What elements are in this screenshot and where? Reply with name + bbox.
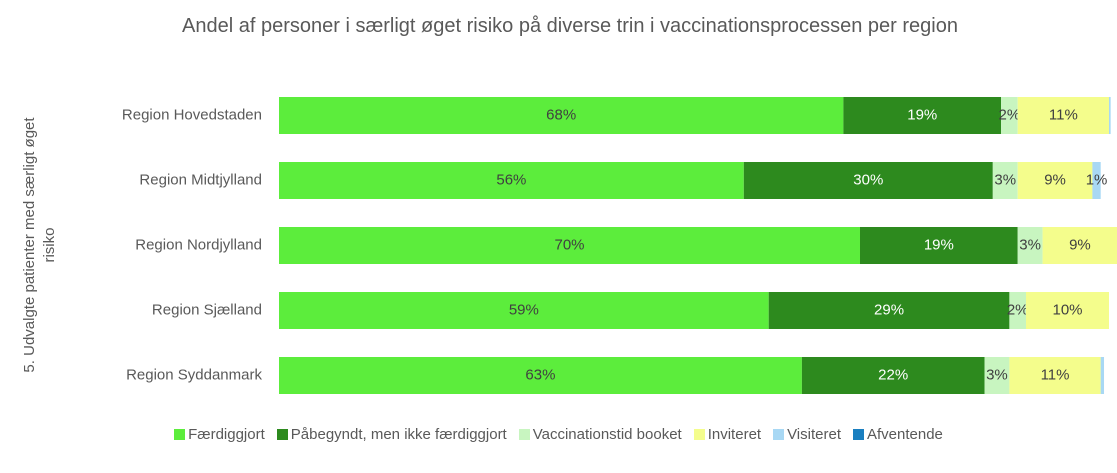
data-label: 11% <box>1041 366 1070 383</box>
data-label: 30% <box>853 171 883 188</box>
legend-item: Påbegyndt, men ikke færdiggjort <box>276 426 507 443</box>
bar-segment <box>279 227 860 264</box>
data-label: 56% <box>496 171 526 188</box>
legend-swatch <box>693 429 705 440</box>
data-label: 9% <box>1069 236 1091 253</box>
data-label: 3% <box>994 171 1016 188</box>
bar-segment <box>1092 162 1101 199</box>
legend-item: Færdiggjort <box>174 426 265 443</box>
legend-item: Vaccinationstid booket <box>518 426 682 443</box>
legend-label: Påbegyndt, men ikke færdiggjort <box>290 426 507 443</box>
bar-segment <box>743 162 993 199</box>
bar-segment <box>843 97 1002 134</box>
bar-segment <box>279 357 802 394</box>
data-label: 59% <box>509 301 539 318</box>
y-tick-label: Region Midtjylland <box>139 171 262 188</box>
legend-item: Afventende <box>853 426 943 443</box>
legend-item: Inviteret <box>693 426 762 443</box>
legend: Færdiggjort Påbegyndt, men ikke færdiggjo… <box>0 426 1117 443</box>
data-label: 70% <box>554 236 584 253</box>
data-label: 3% <box>1019 236 1041 253</box>
bar-segment <box>279 162 744 199</box>
bar-segment <box>1009 292 1026 329</box>
legend-label: Afventende <box>867 426 943 443</box>
legend-label: Vaccinationstid booket <box>532 426 682 443</box>
data-label: 10% <box>1052 301 1082 318</box>
bar-segment <box>1017 162 1093 199</box>
y-tick-label: Region Syddanmark <box>126 366 262 383</box>
data-label: 22% <box>878 366 908 383</box>
legend-label: Inviteret <box>707 426 762 443</box>
data-label: 11% <box>1049 106 1078 123</box>
legend-label: Visiteret <box>787 426 841 443</box>
bar-segment <box>1100 357 1105 394</box>
data-label: 1% <box>1086 171 1108 188</box>
legend-item: Visiteret <box>773 426 841 443</box>
legend-swatch <box>773 429 785 440</box>
bar-segment <box>1026 292 1109 329</box>
data-label: 19% <box>924 236 954 253</box>
legend-swatch <box>518 429 530 440</box>
chart-title: Andel af personer i særligt øget risiko … <box>182 15 958 37</box>
bar-segment <box>1109 97 1111 134</box>
bar-segment <box>279 97 844 134</box>
data-label: 2% <box>1007 301 1029 318</box>
legend-swatch <box>174 429 186 440</box>
legend-swatch <box>276 429 288 440</box>
bar-segment <box>860 227 1018 264</box>
y-tick-label: Region Sjælland <box>152 301 262 318</box>
bar-segment <box>1009 357 1101 394</box>
data-label: 3% <box>986 366 1008 383</box>
bar-segment <box>279 292 769 329</box>
data-label: 63% <box>525 366 555 383</box>
y-tick-label: Region Nordjylland <box>135 236 262 253</box>
legend-label: Færdiggjort <box>188 426 265 443</box>
bar-segment <box>1017 227 1043 264</box>
bar-segment <box>768 292 1010 329</box>
data-label: 19% <box>907 106 937 123</box>
bar-segment <box>992 162 1018 199</box>
y-tick-label: Region Hovedstaden <box>122 106 262 123</box>
bar-segment <box>1017 97 1109 134</box>
data-label: 2% <box>999 106 1021 123</box>
bar-segment <box>1001 97 1018 134</box>
legend-swatch <box>853 429 864 440</box>
chart: Region Hovedstaden 68% 19% 2% 11% Region Midt… <box>122 97 1117 394</box>
bar-segment <box>1042 227 1117 264</box>
data-label: 9% <box>1044 171 1066 188</box>
bar-segment <box>984 357 1010 394</box>
data-label: 29% <box>874 301 904 318</box>
data-label: 68% <box>546 106 576 123</box>
bar-segment <box>801 357 985 394</box>
